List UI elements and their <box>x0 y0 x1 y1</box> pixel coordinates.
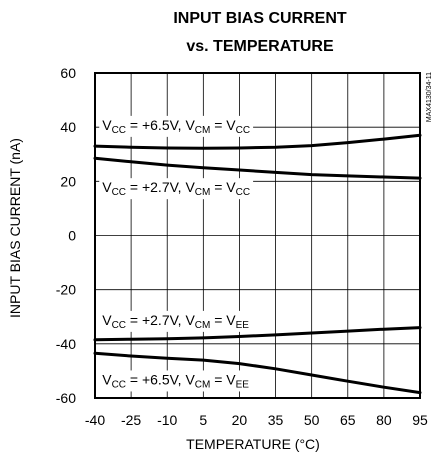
x-tick-label-3: 5 <box>199 412 207 428</box>
annotation-3-part-2: = +6.5V, V <box>126 371 195 387</box>
x-axis-label: TEMPERATURE (°C) <box>186 436 320 452</box>
annotation-1-part-4: = V <box>210 179 236 195</box>
annotation-0-part-4: = V <box>210 117 236 133</box>
annotation-3: VCC = +6.5V, VCM = VEE <box>99 370 253 392</box>
annotation-2-part-2: = +2.7V, V <box>126 312 195 328</box>
annotation-bg-2 <box>99 310 253 332</box>
series-line-1 <box>93 156 422 180</box>
annotation-0-part-2: = +6.5V, V <box>126 117 195 133</box>
annotation-text-1: VCC = +2.7V, VCM = VCC <box>102 179 250 198</box>
annotation-3-part-5: EE <box>236 379 250 390</box>
y-tick-label-3: 0 <box>68 228 76 244</box>
annotation-bg-0 <box>99 115 254 137</box>
annotation-1-part-1: CC <box>112 187 126 198</box>
annotation-bg-3 <box>99 370 253 392</box>
annotation-bg-1 <box>99 178 254 200</box>
annotation-0-part-0: V <box>102 117 112 133</box>
plot-frame <box>94 72 421 399</box>
series-line-2 <box>93 326 422 342</box>
y-axis-label: INPUT BIAS CURRENT (nA) <box>7 138 23 318</box>
x-tick-label-6: 50 <box>304 412 320 428</box>
series-line-3 <box>93 351 422 395</box>
x-tick-label-5: 35 <box>268 412 284 428</box>
annotation-1: VCC = +2.7V, VCM = VCC <box>99 178 254 200</box>
y-tick-label-1: 40 <box>60 119 76 135</box>
annotation-text-0: VCC = +6.5V, VCM = VCC <box>102 117 250 136</box>
annotation-0-part-5: CC <box>236 125 250 136</box>
annotation-1-part-5: CC <box>236 187 250 198</box>
annotation-2-part-4: = V <box>210 312 236 328</box>
annotation-3-part-3: CM <box>195 379 211 390</box>
x-tick-label-4: 20 <box>232 412 248 428</box>
annotation-1-part-2: = +2.7V, V <box>126 179 195 195</box>
annotation-text-2: VCC = +2.7V, VCM = VEE <box>102 312 249 331</box>
annotation-0-part-3: CM <box>195 125 211 136</box>
watermark-text: MAX4130/34-11 <box>426 72 433 122</box>
annotation-1-part-0: V <box>102 179 112 195</box>
x-tick-label-1: -25 <box>121 412 141 428</box>
x-tick-label-0: -40 <box>85 412 105 428</box>
x-tick-label-9: 95 <box>412 412 428 428</box>
annotation-2-part-3: CM <box>195 320 211 331</box>
y-tick-label-5: -40 <box>56 336 76 352</box>
annotation-1-part-3: CM <box>195 187 211 198</box>
annotation-2: VCC = +2.7V, VCM = VEE <box>99 310 253 332</box>
tick-labels: -40 -25 -10 5 20 35 50 65 80 95 60 40 20 0 -20 -40 -60 <box>56 65 428 428</box>
annotation-0: VCC = +6.5V, VCM = VCC <box>99 115 254 137</box>
annotation-3-part-1: CC <box>112 379 126 390</box>
y-tick-label-0: 60 <box>60 65 76 81</box>
series-lines <box>93 133 422 395</box>
x-tick-label-8: 80 <box>376 412 392 428</box>
annotation-3-part-0: V <box>102 371 112 387</box>
annotation-2-part-0: V <box>102 312 112 328</box>
annotation-2-part-1: CC <box>112 320 126 331</box>
y-tick-label-4: -20 <box>56 282 76 298</box>
annotation-0-part-1: CC <box>112 125 126 136</box>
chart-title-line-2: vs. TEMPERATURE <box>186 38 334 55</box>
annotation-2-part-5: EE <box>236 320 250 331</box>
y-tick-label-6: -60 <box>56 390 76 406</box>
x-tick-label-2: -10 <box>157 412 177 428</box>
annotation-3-part-4: = V <box>210 371 236 387</box>
x-tick-label-7: 65 <box>340 412 356 428</box>
annotation-text-3: VCC = +6.5V, VCM = VEE <box>102 371 249 390</box>
series-line-0 <box>93 133 422 150</box>
chart-title-line-1: INPUT BIAS CURRENT <box>173 10 347 27</box>
y-tick-label-2: 20 <box>60 173 76 189</box>
